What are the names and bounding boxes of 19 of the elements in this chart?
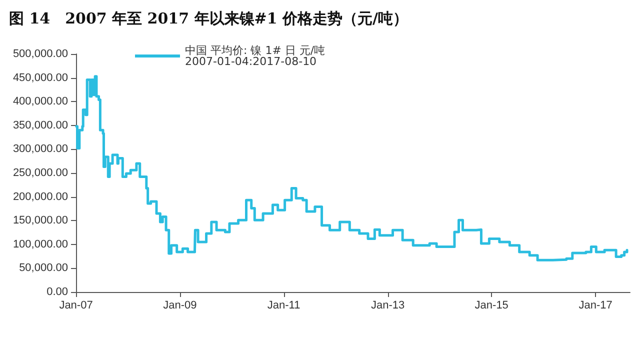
y-tick-label: 0.00 <box>46 286 68 298</box>
x-tick-label: Jan-09 <box>163 300 197 312</box>
y-tick-label: 300,000.00 <box>12 143 68 156</box>
x-tick-label: Jan-15 <box>474 300 508 312</box>
y-tick-label: 250,000.00 <box>12 167 68 179</box>
y-tick-label: 450,000.00 <box>12 72 68 84</box>
y-tick-label: 200,000.00 <box>12 190 68 203</box>
y-tick-label: 50,000.00 <box>19 262 68 274</box>
chart-title: 图 14 2007 年至 2017 年以来镍#1 价格走势（元/吨） <box>9 10 408 28</box>
y-tick-label: 100,000.00 <box>12 238 68 250</box>
y-tick-label: 500,000.00 <box>12 48 68 60</box>
y-tick-label: 400,000.00 <box>12 96 68 108</box>
legend-label: 中国 平均价: 镍 1# 日 元/吨 2007-01-04:2017-08-10 <box>185 44 329 68</box>
x-tick-label: Jan-17 <box>578 300 612 312</box>
x-tick-label: Jan-11 <box>267 300 300 312</box>
y-tick-label: 150,000.00 <box>12 214 68 227</box>
x-tick-label: Jan-13 <box>370 300 405 312</box>
x-tick-label: Jan-07 <box>59 300 93 312</box>
y-tick-label: 350,000.00 <box>12 119 68 132</box>
